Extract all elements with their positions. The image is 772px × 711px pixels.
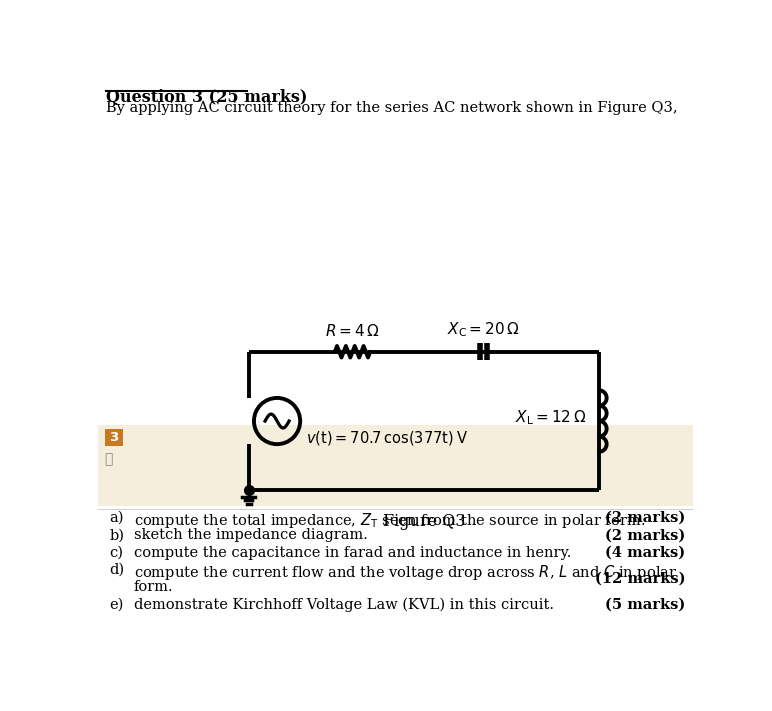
Text: form.: form. (134, 580, 174, 594)
Text: $X_\mathrm{L} = 12\,\Omega$: $X_\mathrm{L} = 12\,\Omega$ (516, 408, 587, 427)
Text: 3: 3 (109, 431, 118, 444)
FancyBboxPatch shape (99, 425, 693, 506)
Text: (4 marks): (4 marks) (605, 546, 686, 560)
Text: $v(\mathrm{t}) = 70.7\,\cos(377\mathrm{t})\;\mathrm{V}$: $v(\mathrm{t}) = 70.7\,\cos(377\mathrm{t… (306, 429, 469, 447)
Text: compute the current flow and the voltage drop across $R$, $L$ and $C$ in polar: compute the current flow and the voltage… (134, 563, 677, 582)
Text: e): e) (109, 598, 124, 611)
Text: compute the capacitance in farad and inductance in henry.: compute the capacitance in farad and ind… (134, 546, 571, 560)
Text: c): c) (109, 546, 124, 560)
Text: $R = 4\,\Omega$: $R = 4\,\Omega$ (325, 324, 380, 339)
Text: (5 marks): (5 marks) (605, 598, 686, 611)
Text: (2 marks): (2 marks) (605, 528, 686, 542)
Text: (12 marks): (12 marks) (594, 572, 686, 586)
Text: By applying AC circuit theory for the series AC network shown in Figure Q3,: By applying AC circuit theory for the se… (106, 102, 678, 115)
Text: b): b) (109, 528, 124, 542)
Text: a): a) (109, 511, 124, 525)
Text: d): d) (109, 563, 124, 577)
Text: demonstrate Kirchhoff Voltage Law (KVL) in this circuit.: demonstrate Kirchhoff Voltage Law (KVL) … (134, 598, 554, 612)
FancyBboxPatch shape (104, 429, 123, 446)
Text: (2 marks): (2 marks) (605, 511, 686, 525)
Text: Figure Q3: Figure Q3 (382, 513, 465, 530)
Text: $X_\mathrm{C} = 20\,\Omega$: $X_\mathrm{C} = 20\,\Omega$ (447, 321, 520, 339)
Text: compute the total impedance, $Z_\mathrm{T}$ seen from the source in polar form.: compute the total impedance, $Z_\mathrm{… (134, 511, 645, 530)
Text: sketch the impedance diagram.: sketch the impedance diagram. (134, 528, 367, 542)
Text: 🖼: 🖼 (104, 452, 113, 466)
Text: Question 3 (25 marks): Question 3 (25 marks) (106, 89, 307, 106)
